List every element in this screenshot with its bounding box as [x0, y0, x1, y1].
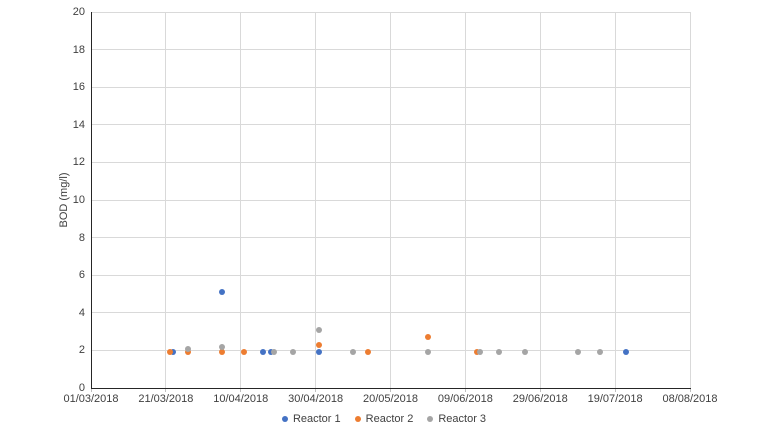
x-axis-tick — [315, 388, 317, 392]
legend-item-reactor-3: Reactor 3 — [427, 412, 486, 426]
legend-label: Reactor 3 — [438, 413, 487, 425]
point-reactor-3 — [350, 349, 357, 356]
point-reactor-3 — [477, 349, 484, 356]
x-axis-tick — [240, 388, 242, 392]
point-reactor-2 — [166, 349, 173, 356]
x-tick-label: 29/06/2018 — [512, 393, 568, 405]
point-reactor-3 — [219, 343, 226, 350]
x-axis-line — [91, 388, 691, 389]
x-tick-label: 19/07/2018 — [587, 393, 643, 405]
x-axis-tick — [464, 388, 466, 392]
point-reactor-1 — [267, 349, 274, 356]
y-tick-label: 16 — [72, 81, 85, 94]
gridline-vertical — [689, 12, 691, 388]
point-reactor-3 — [597, 349, 604, 356]
x-axis-tick — [539, 388, 541, 392]
point-reactor-2 — [316, 341, 323, 348]
x-tick-label: 08/08/2018 — [662, 393, 718, 405]
point-reactor-2 — [241, 349, 248, 356]
legend-item-reactor-1: Reactor 1 — [281, 412, 341, 426]
legend: Reactor 1 Reactor 2 Reactor 3 — [0, 412, 768, 426]
legend-label: Reactor 1 — [292, 413, 341, 425]
gridline-vertical — [539, 12, 541, 388]
x-tick-label: 09/06/2018 — [437, 393, 493, 405]
point-reactor-1 — [260, 349, 267, 356]
point-reactor-2 — [365, 349, 372, 356]
point-reactor-3 — [185, 345, 192, 352]
x-tick-label: 21/03/2018 — [138, 393, 194, 405]
point-reactor-3 — [496, 349, 503, 356]
point-reactor-3 — [290, 349, 297, 356]
x-axis-tick — [614, 388, 616, 392]
gridline-vertical — [464, 12, 466, 388]
legend-item-reactor-2: Reactor 2 — [354, 412, 414, 426]
x-tick-label: 30/04/2018 — [288, 393, 344, 405]
y-tick-label: 8 — [78, 231, 85, 244]
legend-marker-reactor-3 — [427, 416, 434, 422]
y-tick-label: 12 — [72, 156, 85, 169]
gridline-vertical — [390, 12, 391, 388]
point-reactor-1 — [316, 349, 323, 356]
x-tick-label: 20/05/2018 — [362, 393, 419, 405]
point-reactor-3 — [271, 349, 278, 356]
y-tick-label: 0 — [78, 382, 85, 394]
point-reactor-1 — [623, 349, 630, 356]
x-tick-label: 01/03/2018 — [63, 393, 119, 405]
y-axis-title: BOD (mg/l) — [58, 172, 70, 228]
x-axis-tick — [165, 388, 167, 392]
point-reactor-1 — [219, 289, 226, 296]
point-reactor-2 — [219, 349, 226, 356]
gridline-vertical — [240, 12, 242, 388]
point-reactor-3 — [574, 349, 581, 356]
y-tick-label: 6 — [78, 269, 85, 282]
point-reactor-1 — [170, 349, 177, 356]
gridline-vertical — [614, 12, 616, 388]
x-axis-tick — [689, 388, 691, 392]
y-tick-label: 20 — [72, 6, 85, 18]
point-reactor-2 — [185, 349, 192, 356]
y-tick-label: 4 — [78, 306, 85, 319]
legend-marker-reactor-1 — [281, 416, 288, 422]
point-reactor-2 — [473, 349, 480, 356]
y-tick-label: 18 — [72, 43, 85, 56]
x-axis-tick — [390, 388, 391, 392]
point-reactor-2 — [424, 334, 431, 341]
y-tick-label: 14 — [72, 118, 85, 131]
point-reactor-3 — [316, 326, 323, 333]
point-reactor-3 — [424, 349, 431, 356]
x-axis-tick — [90, 388, 92, 392]
y-tick-label: 2 — [78, 344, 85, 357]
gridline-vertical — [315, 12, 317, 388]
legend-label: Reactor 2 — [365, 413, 414, 425]
y-tick-label: 10 — [72, 194, 85, 206]
legend-marker-reactor-2 — [354, 416, 361, 422]
y-axis-line — [91, 12, 92, 388]
x-tick-label: 10/04/2018 — [213, 393, 269, 405]
point-reactor-3 — [522, 349, 529, 356]
gridline-vertical — [165, 12, 167, 388]
